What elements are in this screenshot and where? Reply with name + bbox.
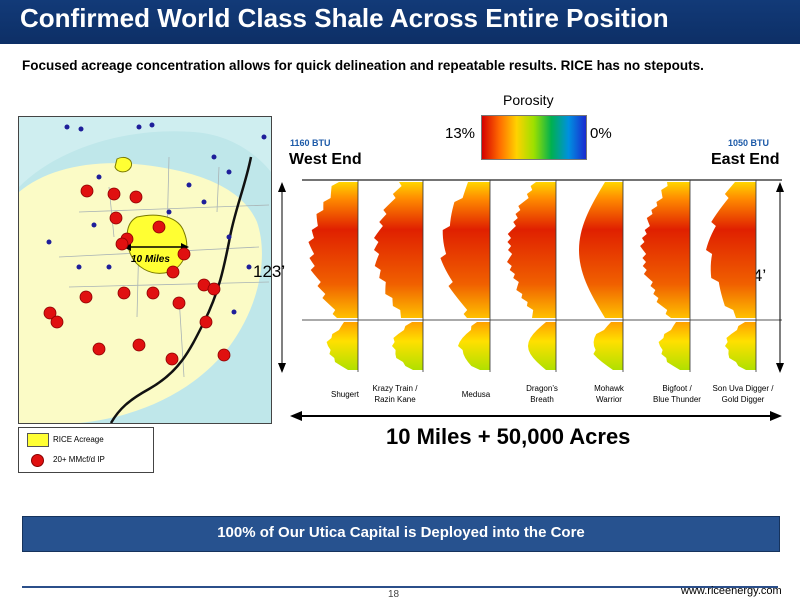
- well-name: Bigfoot / Blue Thunder: [653, 384, 701, 404]
- well-log-upper: [640, 182, 690, 318]
- west-end-label: West End: [289, 151, 362, 168]
- cross-section: [278, 179, 784, 373]
- west-btu: 1160 BTU: [290, 138, 331, 148]
- legend-acreage: RICE Acreage: [53, 435, 104, 444]
- well-log-upper: [706, 182, 756, 318]
- well-name: Mohawk Warrior: [594, 384, 624, 404]
- well-log-lower: [458, 322, 490, 370]
- subtitle: Focused acreage concentration allows for…: [22, 58, 704, 73]
- porosity-max-label: 13%: [445, 125, 476, 142]
- map-legend: RICE Acreage 20+ MMcf/d IP: [18, 427, 154, 473]
- well-name: Shugert: [330, 390, 360, 399]
- porosity-min-label: 0%: [590, 125, 612, 142]
- summary-text: 10 Miles + 50,000 Acres: [386, 424, 631, 449]
- well-log-upper: [308, 182, 358, 318]
- footer-rule: [22, 586, 778, 588]
- well-log-lower: [392, 322, 423, 370]
- other-wells: [46, 122, 267, 315]
- acreage-yellow-zone: [19, 163, 262, 423]
- map-svg: 10 Miles: [19, 117, 271, 423]
- well-log-upper: [373, 182, 423, 318]
- acreage-swatch: [27, 433, 49, 447]
- title-bar: [0, 0, 800, 44]
- well-name: Dragon’s Breath: [526, 384, 558, 404]
- east-end-label: East End: [711, 151, 780, 168]
- porosity-title: Porosity: [503, 92, 554, 108]
- capital-banner-text: 100% of Our Utica Capital is Deployed in…: [217, 524, 585, 541]
- porosity-color-scale: [481, 115, 587, 160]
- well-log-upper: [506, 182, 556, 318]
- well-name: Medusa: [461, 390, 491, 399]
- ip-dot-swatch: [31, 454, 44, 467]
- well-log-lower: [528, 322, 556, 370]
- well-log-upper: [579, 182, 623, 318]
- page-number: 18: [388, 589, 400, 600]
- west-thickness: 123’: [253, 262, 286, 281]
- capital-banner: [22, 516, 780, 552]
- well-log-lower: [326, 322, 358, 370]
- east-btu: 1050 BTU: [728, 138, 770, 148]
- acreage-map: 10 Miles: [18, 116, 272, 424]
- page-title: Confirmed World Class Shale Across Entir…: [20, 3, 669, 33]
- distance-arrow: [290, 411, 782, 421]
- well-log-lower: [725, 322, 756, 370]
- well-name: Krazy Train / Razin Kane: [372, 384, 418, 404]
- well-log-lower: [658, 322, 690, 370]
- map-scale-label: 10 Miles: [131, 254, 170, 265]
- ip-wells: [43, 184, 231, 366]
- well-logs: [308, 180, 757, 372]
- legend-ip: 20+ MMcf/d IP: [53, 455, 105, 464]
- website: www.riceenergy.com: [681, 585, 782, 597]
- well-name: Son Uva Digger / Gold Digger: [712, 384, 774, 404]
- well-log-upper: [440, 182, 490, 318]
- well-log-lower: [593, 322, 623, 370]
